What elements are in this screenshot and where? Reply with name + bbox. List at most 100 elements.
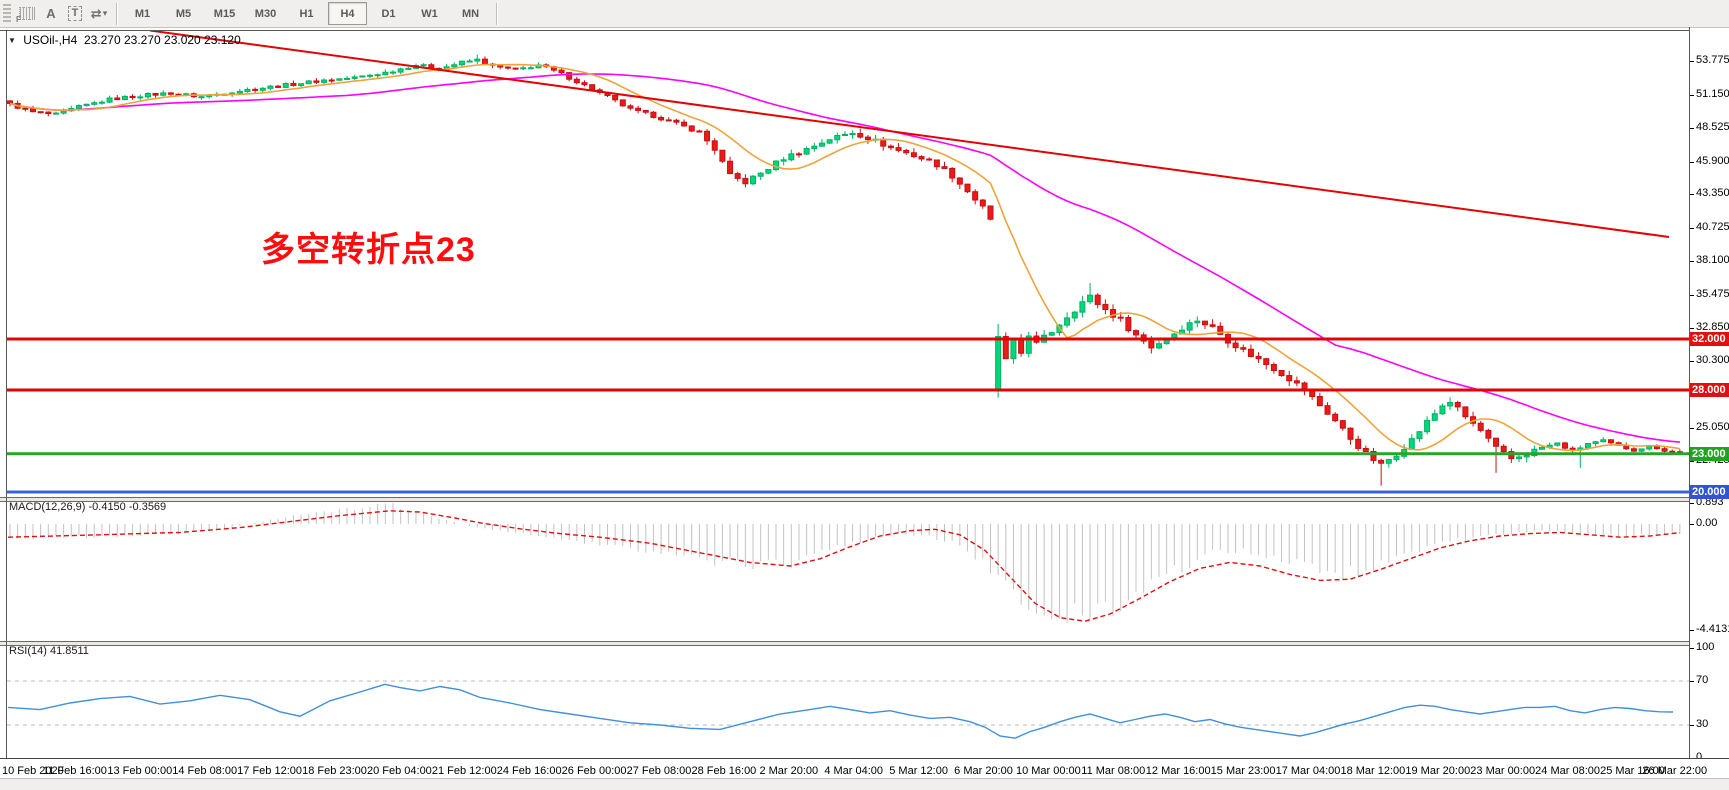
dropdown-caret-icon[interactable]: ▾ — [102, 8, 108, 18]
time-axis-label: 11 Mar 08:00 — [1081, 765, 1146, 777]
timeframe-button-W1[interactable]: W1 — [421, 7, 438, 20]
price-tick-label: 100 — [1696, 641, 1715, 653]
timeframe-button-H4[interactable]: H4 — [328, 2, 367, 25]
axis-tick — [1690, 328, 1694, 330]
time-axis-label: 5 Mar 12:00 — [889, 765, 948, 777]
panel-separator[interactable] — [0, 497, 1690, 502]
axis-tick — [1690, 648, 1694, 649]
axis-tick — [1690, 261, 1694, 263]
profiles-grid-icon[interactable]: F — [15, 3, 39, 25]
price-tick-label: 0 — [1696, 751, 1703, 763]
price-tick-label: 25.050 — [1696, 420, 1729, 433]
timeframe-button-D1[interactable]: D1 — [381, 7, 396, 20]
macd-panel[interactable] — [0, 500, 1690, 641]
time-axis-label: 18 Mar 12:00 — [1340, 765, 1406, 777]
font-icon[interactable]: A — [46, 6, 56, 21]
chart-symbol-period: USOil-,H4 — [23, 33, 78, 47]
time-axis-label: 6 Mar 20:00 — [954, 765, 1013, 777]
axis-tick — [1690, 524, 1694, 525]
time-axis-label: 19 Mar 20:00 — [1405, 765, 1471, 777]
axis-tick — [1690, 161, 1694, 163]
time-axis-label: 10 Feb 2020 — [2, 765, 64, 777]
macd-label: MACD(12,26,9) -0.4150 -0.3569 — [9, 501, 167, 513]
time-axis-label: 26 Mar 22:00 — [1642, 765, 1708, 777]
time-axis-label: 2 Mar 20:00 — [759, 765, 819, 777]
rsi-label: RSI(14) 41.8511 — [9, 645, 89, 657]
axis-tick — [1690, 61, 1694, 63]
time-axis-label: 20 Feb 04:00 — [366, 765, 432, 777]
timeframe-button-M5[interactable]: M5 — [175, 7, 192, 20]
time-axis-label: 24 Feb 16:00 — [496, 765, 562, 777]
price-tick-label: 30 — [1696, 718, 1709, 730]
axis-tick — [1690, 128, 1694, 130]
axis-tick — [1690, 502, 1694, 504]
timeframe-button-M30[interactable]: M30 — [254, 7, 277, 20]
price-tick-label: 43.350 — [1696, 187, 1729, 200]
rsi-panel[interactable] — [0, 644, 1690, 758]
time-axis-label: 4 Mar 04:00 — [824, 765, 884, 777]
chart-left-border — [6, 30, 7, 758]
price-tick-label: 51.150 — [1696, 87, 1729, 100]
grid-f-glyph: F — [16, 14, 21, 24]
time-axis-label: 17 Mar 04:00 — [1275, 765, 1341, 777]
panel-separator[interactable] — [0, 641, 1690, 646]
time-axis-label: 27 Feb 08:00 — [626, 765, 692, 777]
axis-border — [1689, 27, 1690, 778]
collapse-caret-icon[interactable]: ▼ — [8, 36, 16, 45]
axis-tick — [1690, 194, 1694, 196]
price-tick-label: 30.300 — [1696, 353, 1729, 366]
time-axis-label: 11 Feb 16:00 — [42, 765, 107, 777]
cursor-arrows-icon[interactable]: ⇄ ▾ — [90, 5, 108, 21]
timeframe-button-MN[interactable]: MN — [461, 7, 480, 20]
price-tick-label: 0.00 — [1696, 517, 1718, 529]
price-tick-label: 45.900 — [1696, 154, 1729, 167]
price-tick-label: 53.775 — [1696, 54, 1729, 67]
time-axis-label: 28 Feb 16:00 — [691, 765, 757, 777]
time-axis-label: 13 Feb 00:00 — [107, 765, 173, 777]
axis-tick — [1690, 461, 1694, 463]
price-tick-label: 35.475 — [1696, 287, 1729, 300]
timeframe-button-H1[interactable]: H1 — [299, 7, 314, 20]
toolbar-separator — [496, 2, 497, 25]
main-price-chart[interactable] — [0, 30, 1690, 497]
axis-tick — [1690, 94, 1694, 96]
timeframe-button-M15[interactable]: M15 — [213, 7, 236, 20]
price-tick-label: 32.850 — [1696, 321, 1729, 334]
timeframe-button-M1[interactable]: M1 — [134, 7, 151, 20]
chart-title: ▼ USOil-,H4 23.270 23.270 23.020 23.120 — [8, 33, 241, 47]
axis-tick — [1690, 629, 1694, 631]
price-level-badge: 32.000 — [1690, 332, 1729, 347]
price-level-badge: 23.000 — [1690, 446, 1729, 461]
price-tick-label: 40.725 — [1696, 220, 1729, 233]
axis-tick — [1690, 227, 1694, 229]
axis-tick — [1690, 725, 1694, 726]
chart-ohlc-values: 23.270 23.270 23.020 23.120 — [83, 33, 241, 47]
time-axis-label: 14 Feb 08:00 — [172, 765, 238, 777]
axis-tick — [1690, 681, 1694, 682]
axis-tick — [1690, 360, 1694, 362]
time-axis-label: 18 Feb 23:00 — [302, 765, 367, 777]
time-axis-label: 24 Mar 08:00 — [1535, 765, 1601, 777]
chart-annotation: 多空转折点23 — [261, 231, 476, 269]
time-axis-label: 26 Feb 00:00 — [561, 765, 627, 777]
time-axis-label: 12 Mar 16:00 — [1145, 765, 1211, 777]
toolbar: F A T ⇄ ▾ M1 M5 M15 M30 H1 H4 D1 W1 MN — [0, 0, 1729, 28]
toolbar-separator — [116, 2, 117, 25]
axis-tick — [1690, 427, 1694, 429]
toolbar-drag-handle[interactable] — [3, 3, 11, 24]
grid-icon — [19, 7, 35, 20]
text-label-icon[interactable]: T — [63, 3, 87, 25]
time-axis-label: 17 Feb 12:00 — [237, 765, 303, 777]
price-tick-label: 38.100 — [1696, 254, 1729, 267]
time-axis-label: 25 Mar 16:00 — [1600, 765, 1665, 777]
time-axis-label: 21 Feb 12:00 — [431, 765, 497, 777]
time-axis-label: 23 Mar 00:00 — [1470, 765, 1536, 777]
time-axis[interactable]: 10 Feb 2020 11 Feb 16:00 13 Feb 00:00 14 Fe… — [0, 758, 1729, 779]
price-tick-label: 70 — [1696, 674, 1709, 686]
chart-top-border — [0, 30, 1690, 31]
price-level-badge: 20.000 — [1690, 485, 1729, 500]
time-axis-label: 10 Mar 00:00 — [1015, 765, 1081, 777]
price-level-badge: 28.000 — [1690, 383, 1729, 398]
